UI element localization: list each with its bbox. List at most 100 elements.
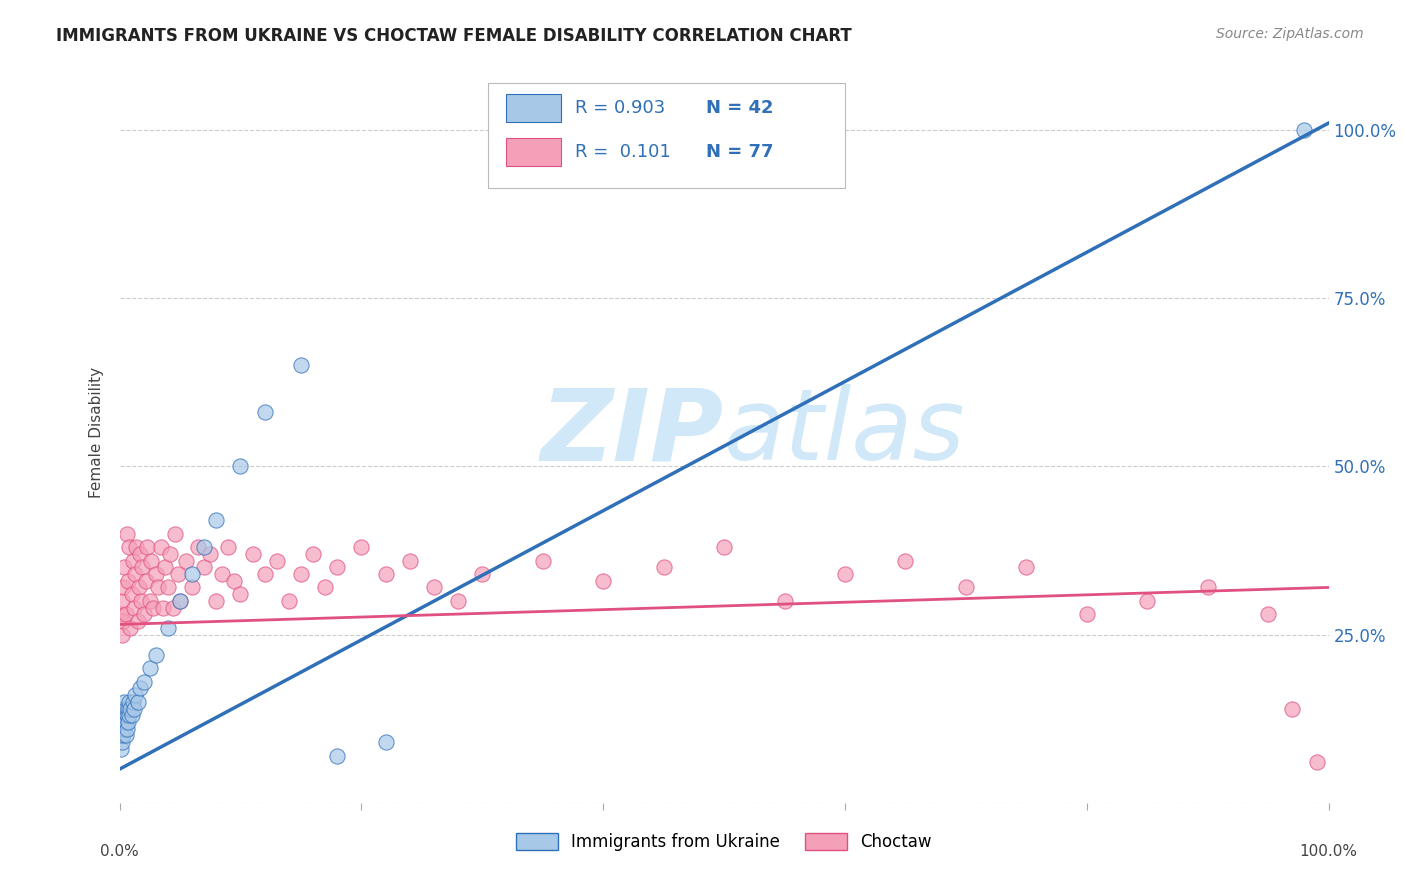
Point <box>277 594 299 608</box>
Text: Source: ZipAtlas.com: Source: ZipAtlas.com <box>1216 27 1364 41</box>
Point <box>117 701 139 715</box>
Point <box>121 587 143 601</box>
Point <box>114 701 136 715</box>
Point <box>124 566 146 581</box>
Point <box>128 581 150 595</box>
Point <box>894 553 917 567</box>
Point <box>121 695 143 709</box>
Text: ZIP: ZIP <box>541 384 724 481</box>
Point <box>181 566 204 581</box>
Point <box>471 566 494 581</box>
Point <box>139 553 162 567</box>
Point <box>112 695 135 709</box>
Point <box>127 614 149 628</box>
Point <box>447 594 470 608</box>
Point <box>165 526 187 541</box>
Point <box>111 722 134 736</box>
Point <box>110 742 132 756</box>
Point <box>1197 581 1219 595</box>
Point <box>111 594 134 608</box>
Point <box>224 574 246 588</box>
Legend: Immigrants from Ukraine, Choctaw: Immigrants from Ukraine, Choctaw <box>510 826 938 857</box>
Point <box>169 594 191 608</box>
Point <box>1305 756 1327 770</box>
Point <box>200 547 222 561</box>
Point <box>111 627 134 641</box>
FancyBboxPatch shape <box>488 83 845 188</box>
Point <box>162 600 184 615</box>
Point <box>122 600 145 615</box>
Text: IMMIGRANTS FROM UKRAINE VS CHOCTAW FEMALE DISABILITY CORRELATION CHART: IMMIGRANTS FROM UKRAINE VS CHOCTAW FEMAL… <box>56 27 852 45</box>
Point <box>253 405 276 419</box>
Point <box>112 729 135 743</box>
Point <box>127 695 149 709</box>
Text: 100.0%: 100.0% <box>1299 845 1358 859</box>
Point <box>592 574 614 588</box>
Point <box>350 540 373 554</box>
Point <box>253 566 276 581</box>
Point <box>124 688 146 702</box>
Point <box>187 540 209 554</box>
FancyBboxPatch shape <box>506 94 561 121</box>
Point <box>242 547 264 561</box>
Text: atlas: atlas <box>724 384 966 481</box>
Point <box>290 359 312 373</box>
Point <box>229 587 252 601</box>
Text: R = 0.903: R = 0.903 <box>575 99 665 117</box>
Point <box>110 729 132 743</box>
Point <box>129 547 152 561</box>
Point <box>374 566 396 581</box>
Point <box>131 560 153 574</box>
Point <box>111 708 134 723</box>
Point <box>193 540 215 554</box>
Point <box>181 581 204 595</box>
Point <box>142 600 165 615</box>
Point <box>1257 607 1279 622</box>
Point <box>111 735 134 749</box>
Point <box>290 566 312 581</box>
Point <box>121 553 143 567</box>
Point <box>955 581 977 595</box>
Point <box>138 661 162 675</box>
Point <box>531 553 554 567</box>
Point <box>117 574 139 588</box>
Point <box>149 540 172 554</box>
Text: N = 77: N = 77 <box>706 143 773 161</box>
Point <box>117 714 139 729</box>
Point <box>374 735 396 749</box>
Point <box>112 701 135 715</box>
Point <box>159 547 181 561</box>
Point <box>326 748 349 763</box>
Point <box>834 566 856 581</box>
Point <box>114 714 136 729</box>
Point <box>652 560 675 574</box>
Point <box>114 607 136 622</box>
Point <box>211 566 233 581</box>
Point <box>121 708 143 723</box>
Point <box>112 722 135 736</box>
Point <box>118 708 141 723</box>
Point <box>118 695 141 709</box>
Point <box>112 708 135 723</box>
Point <box>129 594 152 608</box>
Point <box>115 526 138 541</box>
Point <box>205 594 228 608</box>
Point <box>713 540 735 554</box>
Point <box>156 581 179 595</box>
Point <box>1015 560 1038 574</box>
Text: 0.0%: 0.0% <box>100 845 139 859</box>
Text: N = 42: N = 42 <box>706 99 773 117</box>
Point <box>145 566 167 581</box>
Point <box>326 560 349 574</box>
Point <box>302 547 325 561</box>
Point <box>112 560 135 574</box>
Point <box>125 540 148 554</box>
Point <box>169 594 191 608</box>
Point <box>166 566 188 581</box>
Point <box>112 581 135 595</box>
Point <box>115 708 138 723</box>
Point <box>122 701 145 715</box>
Point <box>314 581 336 595</box>
Point <box>1076 607 1098 622</box>
Text: R =  0.101: R = 0.101 <box>575 143 671 161</box>
